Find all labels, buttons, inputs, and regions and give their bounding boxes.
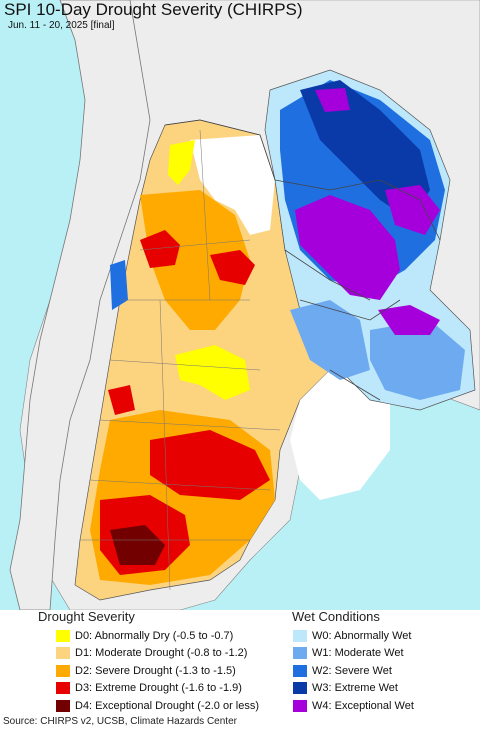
legend-swatch	[293, 629, 307, 642]
normal-area-north	[190, 135, 275, 235]
legend-label: W3: Extreme Wet	[312, 682, 398, 694]
drought-d3-north-2	[210, 250, 255, 285]
drought-d3-north-1	[140, 230, 180, 268]
wet-w1	[290, 300, 370, 380]
legend-item-d1: D1: Moderate Drought (-0.8 to -1.2)	[56, 645, 259, 662]
wet-w4-north	[315, 88, 350, 112]
wet-w4-east	[385, 185, 440, 235]
legend-item-w4: W4: Exceptional Wet	[293, 697, 414, 714]
source-credit: Source: CHIRPS v2, UCSB, Climate Hazards…	[3, 716, 237, 727]
drought-legend: D0: Abnormally Dry (-0.5 to -0.7) D1: Mo…	[56, 627, 259, 715]
legend-swatch	[56, 699, 70, 712]
legend-label: D3: Extreme Drought (-1.6 to -1.9)	[75, 682, 242, 694]
legend-item-w0: W0: Abnormally Wet	[293, 627, 414, 644]
legend-item-w2: W2: Severe Wet	[293, 662, 414, 679]
legend-item-d4: D4: Exceptional Drought (-2.0 or less)	[56, 697, 259, 714]
wet-w3	[300, 80, 430, 220]
legend-swatch	[56, 682, 70, 694]
legend-swatch	[293, 647, 307, 659]
legend-label: D0: Abnormally Dry (-0.5 to -0.7)	[75, 629, 234, 642]
province-lines	[80, 129, 281, 591]
wet-w1-uruguay	[370, 320, 465, 400]
drought-d3-west	[108, 385, 135, 415]
legend-item-w3: W3: Extreme Wet	[293, 680, 414, 697]
legend-item-d3: D3: Extreme Drought (-1.6 to -1.9)	[56, 680, 259, 697]
legend-swatch	[56, 664, 70, 677]
legend-label: D2: Severe Drought (-1.3 to -1.5)	[75, 664, 236, 677]
legend-swatch	[293, 699, 307, 712]
drought-d2-west	[140, 190, 250, 330]
drought-d4-south	[110, 525, 165, 565]
map-title: SPI 10-Day Drought Severity (CHIRPS)	[4, 0, 303, 19]
legend-swatch	[293, 682, 307, 694]
map-subtitle: Jun. 11 - 20, 2025 [final]	[8, 20, 115, 31]
legend-item-d0: D0: Abnormally Dry (-0.5 to -0.7)	[56, 627, 259, 644]
drought-legend-heading: Drought Severity	[38, 609, 135, 624]
wet-w4-misiones	[378, 305, 440, 335]
drought-d3-central	[150, 430, 270, 500]
wet-w4-paraguay	[295, 195, 400, 300]
chile-strip	[9, 0, 151, 610]
legend-label: W1: Moderate Wet	[312, 647, 404, 659]
wet-west-chile	[110, 260, 128, 310]
legend-swatch	[56, 647, 70, 659]
legend-item-w1: W1: Moderate Wet	[293, 645, 414, 662]
legend-label: W4: Exceptional Wet	[312, 699, 414, 712]
legend-swatch	[56, 629, 70, 642]
dry-d0-central	[175, 345, 250, 400]
legend-label: W0: Abnormally Wet	[312, 629, 412, 642]
legend-swatch	[293, 664, 307, 677]
drought-map	[0, 0, 480, 610]
legend-label: D1: Moderate Drought (-0.8 to -1.2)	[75, 647, 248, 659]
legend-label: W2: Severe Wet	[312, 664, 392, 677]
wet-legend: W0: Abnormally Wet W1: Moderate Wet W2: …	[293, 627, 414, 715]
legend-item-d2: D2: Severe Drought (-1.3 to -1.5)	[56, 662, 259, 679]
border-lines	[164, 119, 441, 401]
wet-legend-heading: Wet Conditions	[292, 609, 380, 624]
legend-label: D4: Exceptional Drought (-2.0 or less)	[75, 699, 260, 712]
dry-d0-north	[168, 140, 195, 185]
